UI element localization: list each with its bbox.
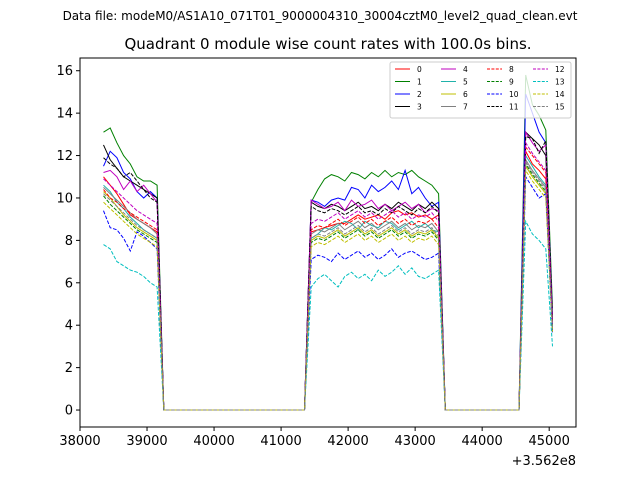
x-tick-label: 42000 (327, 434, 368, 449)
chart-title: Quadrant 0 module wise count rates with … (124, 35, 531, 53)
legend-label-15: 15 (555, 102, 565, 111)
y-tick-label: 8 (65, 234, 73, 249)
y-tick-label: 14 (56, 107, 73, 122)
series-line-15 (103, 160, 553, 411)
x-tick-label: 39000 (126, 434, 167, 449)
x-offset-label: +3.562e8 (512, 454, 576, 469)
legend-label-7: 7 (463, 102, 468, 111)
x-tick-label: 40000 (193, 434, 234, 449)
y-tick-label: 16 (56, 64, 73, 79)
legend-label-12: 12 (555, 65, 565, 74)
x-tick-label: 41000 (260, 434, 301, 449)
x-tick-label: 38000 (59, 434, 100, 449)
legend-label-13: 13 (555, 77, 565, 86)
legend-box (389, 61, 572, 119)
legend-label-10: 10 (509, 90, 519, 99)
legend-label-1: 1 (417, 77, 422, 86)
legend-label-4: 4 (463, 65, 468, 74)
x-tick-label: 43000 (394, 434, 435, 449)
series-layer (103, 74, 553, 411)
legend-label-11: 11 (509, 102, 519, 111)
figure-suptitle: Data file: modeM0/AS1A10_071T01_90000043… (63, 9, 578, 23)
legend-label-14: 14 (555, 90, 565, 99)
y-tick-label: 10 (56, 191, 73, 206)
legend-label-2: 2 (417, 90, 422, 99)
axes-frame (79, 57, 577, 428)
y-tick-label: 4 (65, 319, 73, 334)
y-tick-label: 2 (65, 361, 73, 376)
legend-label-6: 6 (463, 90, 468, 99)
y-tick-label: 12 (56, 149, 73, 164)
y-tick-label: 6 (65, 276, 73, 291)
legend-label-0: 0 (417, 65, 422, 74)
x-tick-label: 44000 (461, 434, 502, 449)
y-tick-label: 0 (65, 404, 73, 419)
legend-label-5: 5 (463, 77, 468, 86)
legend-label-9: 9 (509, 77, 514, 86)
legend-label-3: 3 (417, 102, 422, 111)
axes-layer: 38000 39000 40000 41000 42000 43000 44000 45000… (56, 57, 577, 449)
x-tick-label: 45000 (529, 434, 570, 449)
legend-label-8: 8 (509, 65, 514, 74)
